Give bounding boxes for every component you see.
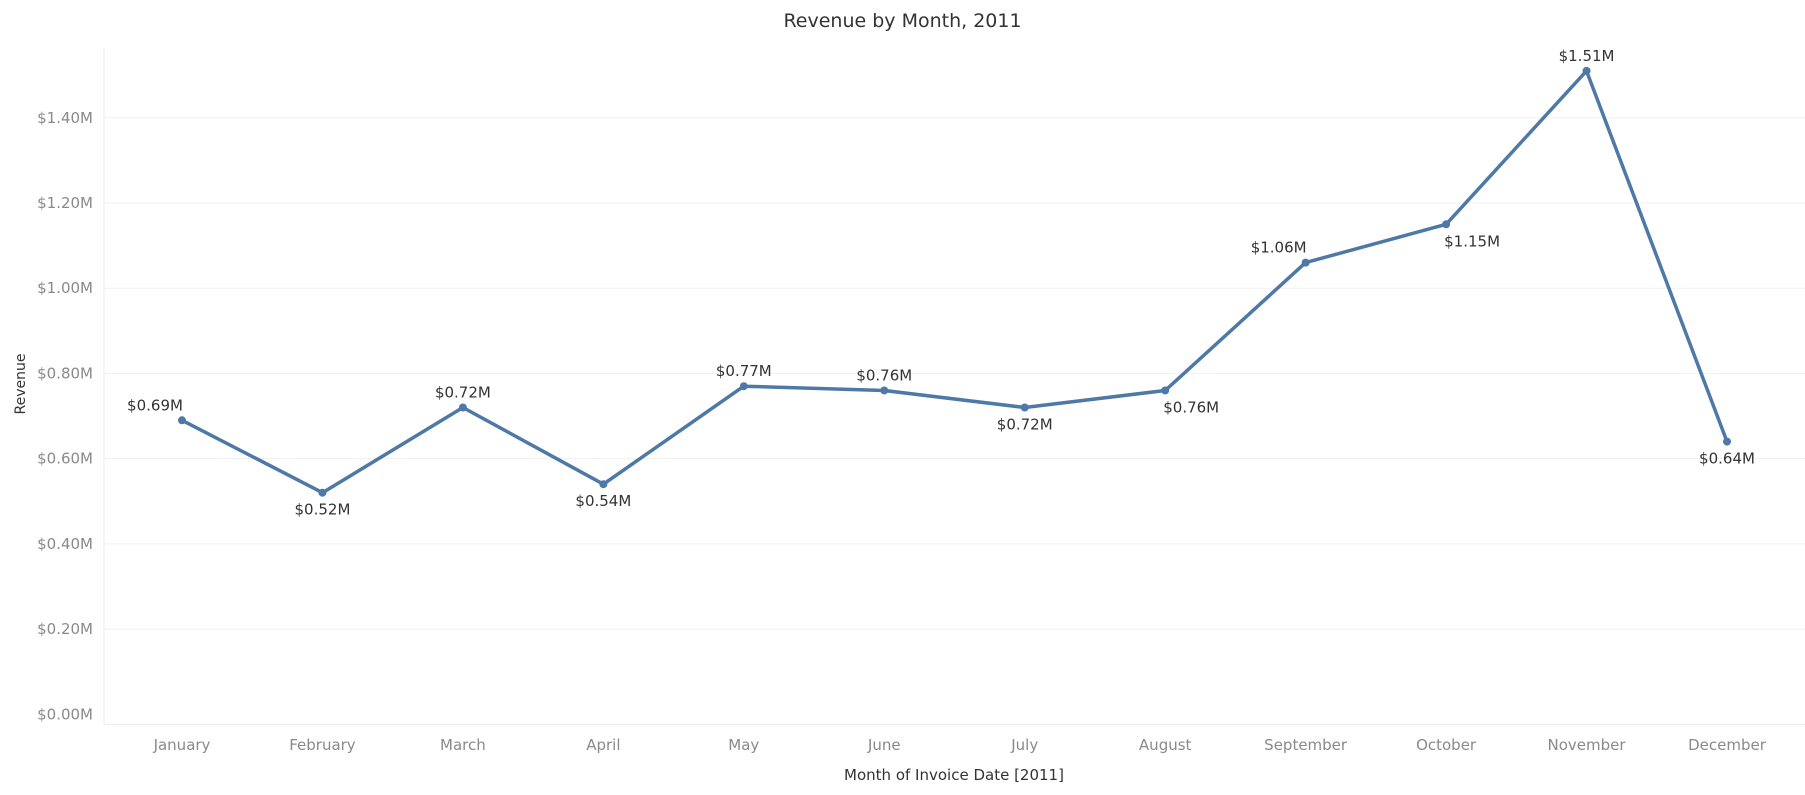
data-point [1723, 437, 1731, 446]
x-tick-label: June [867, 736, 901, 754]
x-tick-label: February [289, 736, 356, 754]
x-tick-label: August [1139, 736, 1192, 754]
data-point [739, 382, 748, 391]
y-tick-label: $0.40M [37, 535, 93, 553]
x-tick-label: April [586, 736, 620, 754]
y-tick-label: $0.20M [37, 620, 93, 638]
x-tick-label: March [440, 736, 486, 754]
x-tick-label: January [153, 736, 211, 754]
data-label: $1.51M [1559, 47, 1615, 65]
x-tick-label: November [1548, 736, 1627, 754]
data-label: $1.15M [1444, 232, 1500, 250]
x-tick-label: July [1010, 736, 1038, 754]
chart-title: Revenue by Month, 2011 [783, 10, 1022, 32]
data-label: $0.52M [295, 501, 351, 519]
data-point [1161, 386, 1170, 395]
x-tick-label: December [1688, 736, 1767, 754]
data-label: $0.77M [716, 362, 772, 380]
y-tick-label: $0.00M [37, 705, 93, 723]
x-tick-label: October [1416, 736, 1477, 754]
x-tick-label: September [1264, 736, 1348, 754]
series-line [180, 69, 1729, 495]
y-tick-label: $1.00M [37, 279, 93, 297]
data-point [880, 386, 889, 395]
data-label: $0.76M [1163, 398, 1219, 416]
y-tick-label: $0.80M [37, 364, 93, 382]
data-label: $0.76M [856, 366, 912, 384]
data-point [1020, 403, 1029, 412]
data-point [178, 416, 186, 425]
x-tick-label: May [728, 736, 759, 754]
data-label: $0.64M [1699, 450, 1755, 468]
x-axis-title: Month of Invoice Date [2011] [844, 766, 1064, 784]
data-point [318, 488, 327, 497]
data-label: $0.72M [435, 384, 491, 402]
data-point [1582, 66, 1591, 75]
data-point [458, 403, 467, 412]
y-tick-label: $1.40M [37, 109, 93, 127]
data-label: $0.69M [127, 396, 183, 414]
data-point [1442, 220, 1451, 229]
y-tick-label: $1.20M [37, 194, 93, 212]
data-point [1301, 258, 1310, 267]
y-tick-label: $0.60M [37, 450, 93, 468]
data-label: $0.54M [575, 492, 631, 510]
data-point [599, 480, 608, 489]
data-label: $0.72M [997, 416, 1053, 434]
data-label: $1.06M [1251, 239, 1307, 257]
